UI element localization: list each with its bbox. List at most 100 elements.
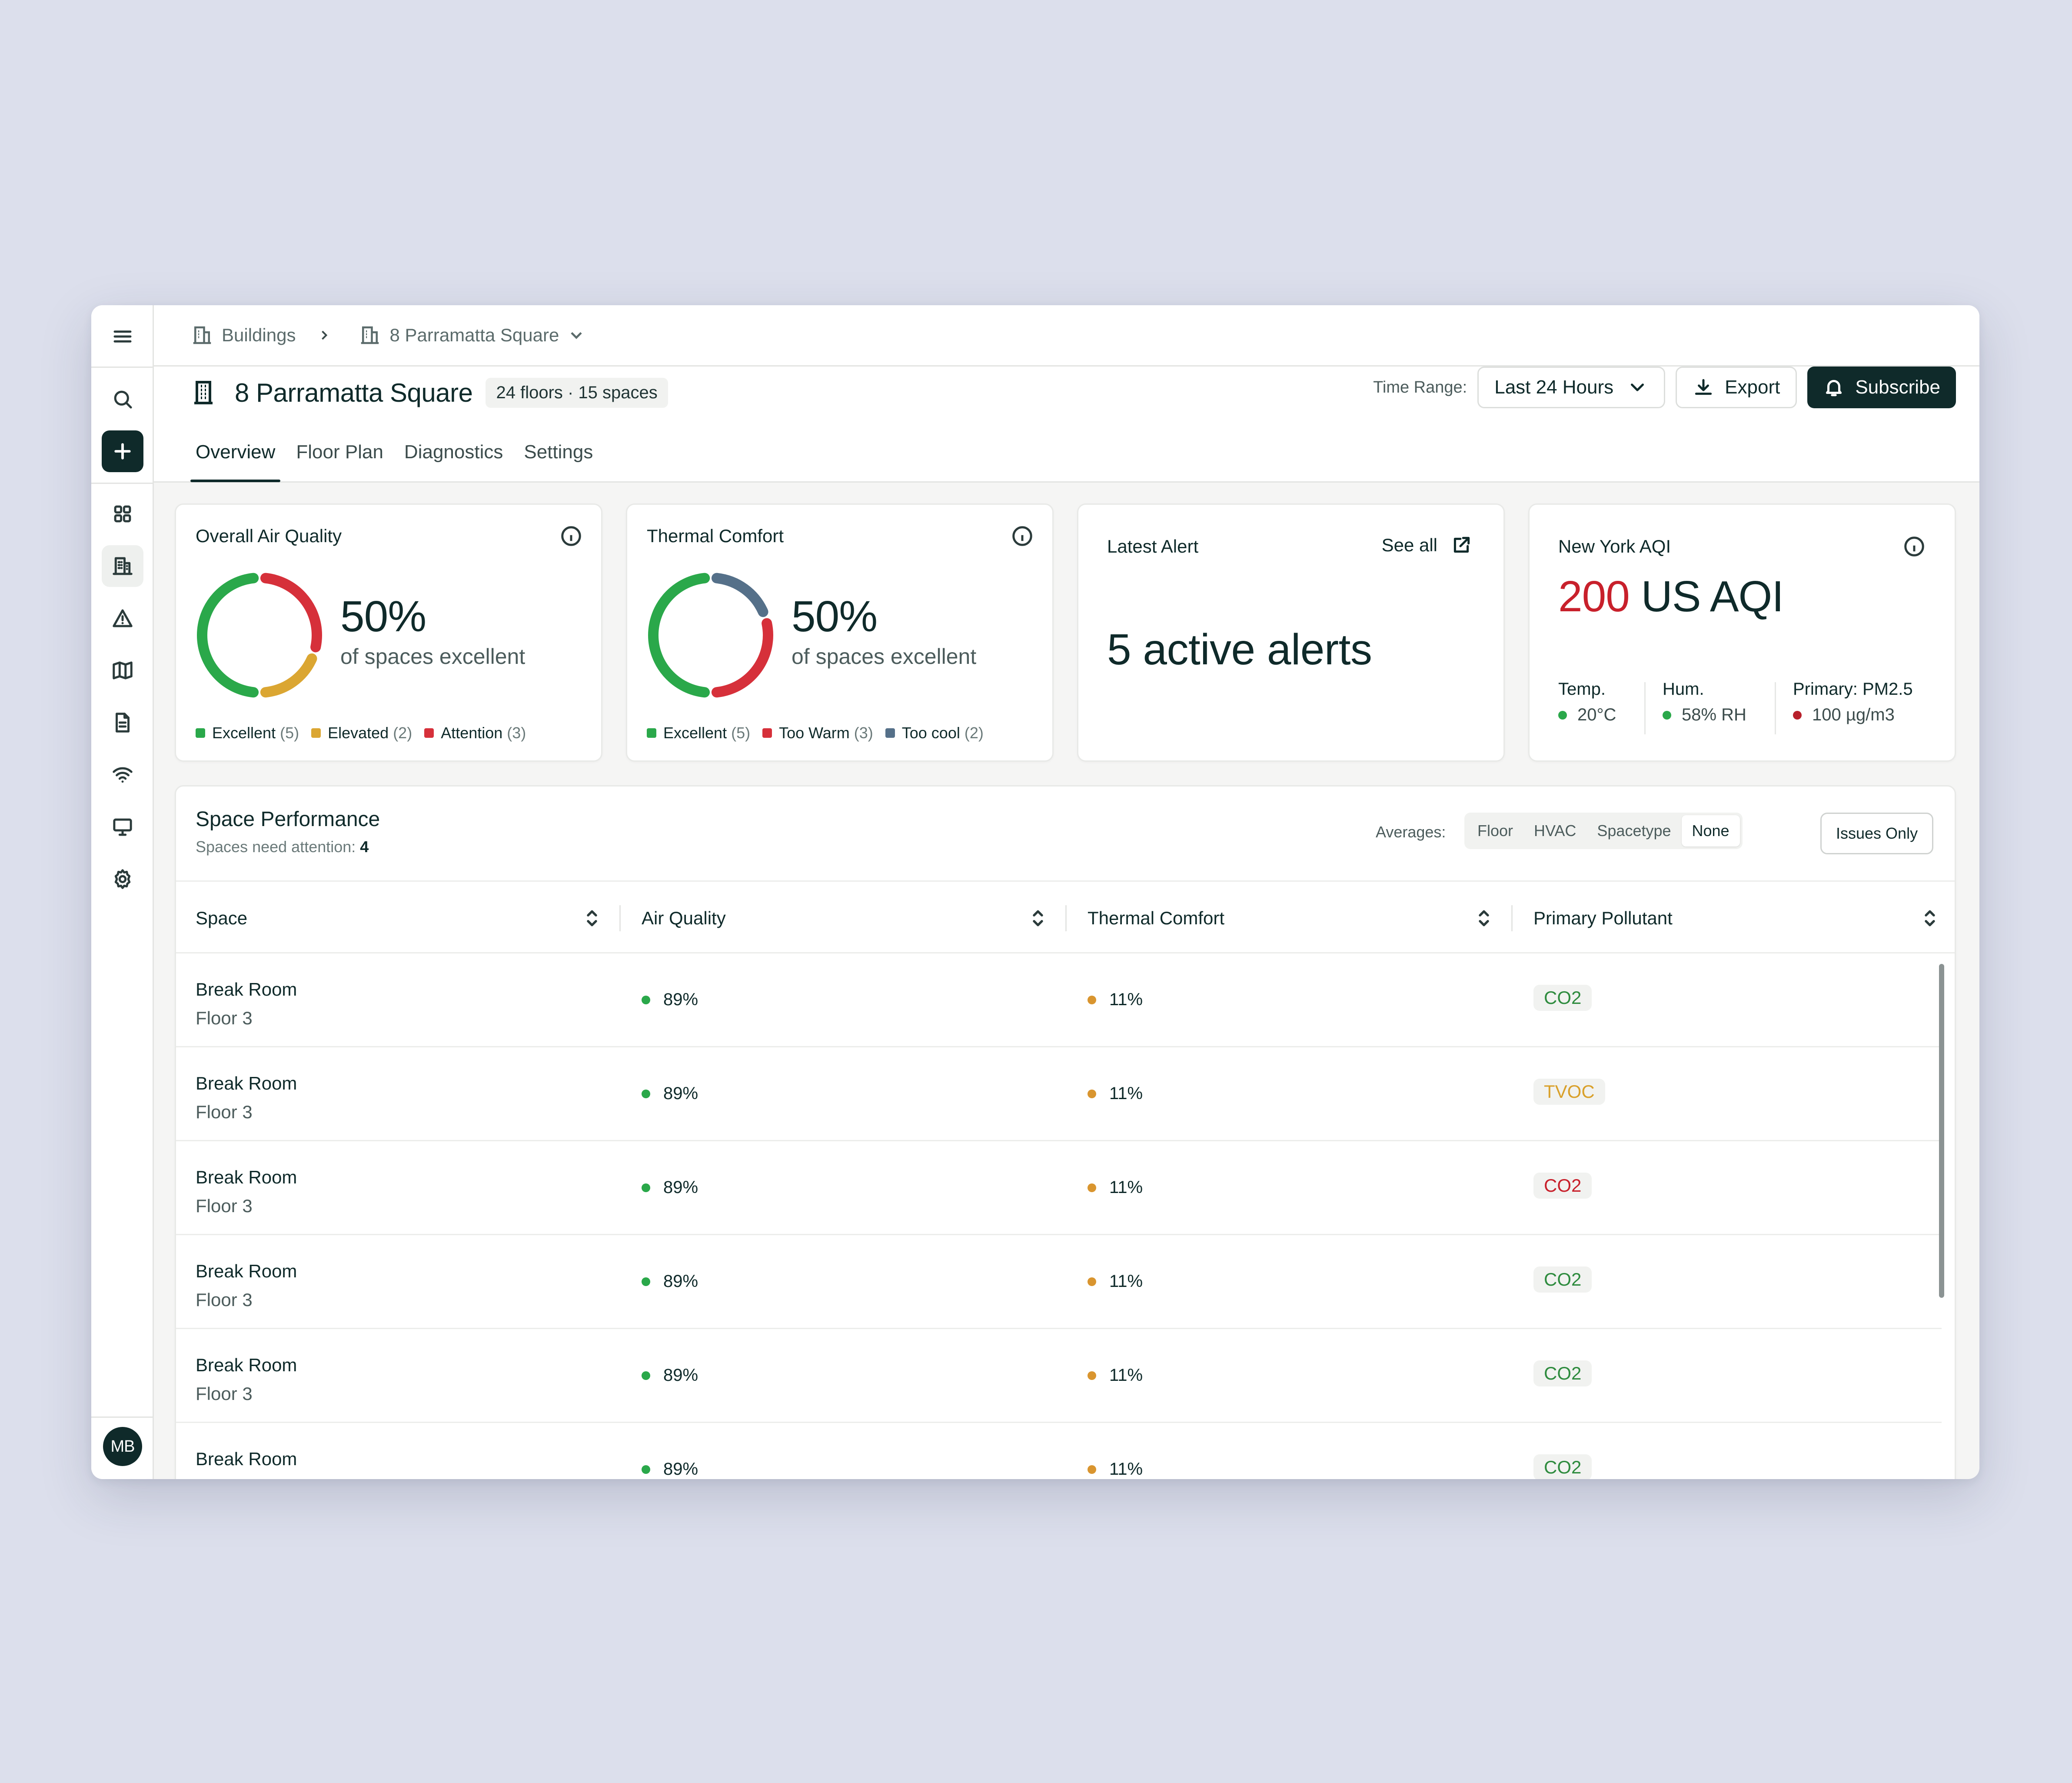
card-title: Overall Air Quality bbox=[196, 526, 342, 546]
legend-label: Attention bbox=[441, 724, 503, 742]
breadcrumb-buildings[interactable]: Buildings bbox=[222, 325, 296, 345]
air-quality-cell: 89% bbox=[642, 1178, 698, 1197]
legend-item: Excellent (5) bbox=[647, 724, 750, 742]
tab-overview[interactable]: Overview bbox=[185, 441, 286, 482]
column-divider bbox=[619, 905, 621, 931]
status-dot bbox=[1088, 1277, 1096, 1286]
time-range-value: Last 24 Hours bbox=[1494, 377, 1614, 398]
air-quality-cell: 89% bbox=[642, 1460, 698, 1479]
attention-label: Spaces need attention: bbox=[196, 838, 356, 856]
info-icon[interactable] bbox=[1902, 535, 1926, 558]
air-quality-cell: 89% bbox=[642, 1272, 698, 1291]
air-quality-value: 89% bbox=[663, 1084, 698, 1103]
chevron-right-icon bbox=[316, 327, 332, 343]
column-divider bbox=[1511, 905, 1513, 931]
legend-label: Too Warm bbox=[779, 724, 850, 742]
breadcrumb: Buildings 8 Parramatta Square bbox=[190, 323, 586, 347]
top-bar: Buildings 8 Parramatta Square bbox=[154, 305, 1979, 367]
gear-icon[interactable] bbox=[102, 858, 143, 900]
aqi-temp-stat: Temp. 20°C bbox=[1558, 680, 1616, 725]
legend-count: (5) bbox=[280, 724, 299, 742]
space-cell: Break Room Floor 3 bbox=[196, 1445, 297, 1479]
avatar[interactable]: MB bbox=[103, 1427, 142, 1466]
status-dot bbox=[1088, 1089, 1096, 1098]
see-all-link[interactable]: See all bbox=[1382, 534, 1472, 556]
averages-none[interactable]: None bbox=[1681, 815, 1740, 847]
column-header-primary-pollutant[interactable]: Primary Pollutant bbox=[1533, 908, 1673, 928]
space-floor: Floor 3 bbox=[196, 1102, 253, 1122]
air-quality-donut bbox=[197, 573, 322, 698]
space-name: Break Room bbox=[196, 1167, 297, 1187]
stat-value-row: 20°C bbox=[1558, 705, 1616, 725]
table-scrollbar[interactable] bbox=[1939, 964, 1944, 1298]
page-header: 8 Parramatta Square 24 floors · 15 space… bbox=[154, 367, 1979, 483]
breadcrumb-current[interactable]: 8 Parramatta Square bbox=[389, 325, 559, 345]
column-header-space[interactable]: Space bbox=[196, 908, 248, 928]
issues-only-button[interactable]: Issues Only bbox=[1820, 813, 1934, 854]
column-header-thermal-comfort[interactable]: Thermal Comfort bbox=[1088, 908, 1225, 928]
donut-segment bbox=[648, 573, 773, 698]
sort-icon[interactable] bbox=[1026, 906, 1050, 930]
legend-count: (2) bbox=[964, 724, 984, 742]
legend-swatch bbox=[885, 728, 895, 738]
legend-label: Excellent bbox=[663, 724, 727, 742]
thermal-comfort-donut bbox=[648, 573, 773, 698]
legend-swatch bbox=[311, 728, 321, 738]
tab-settings[interactable]: Settings bbox=[524, 441, 593, 463]
air-quality-value: 89% bbox=[663, 1460, 698, 1479]
monitor-icon[interactable] bbox=[102, 806, 143, 848]
time-range-select[interactable]: Last 24 Hours bbox=[1477, 367, 1666, 408]
thermal-comfort-legend: Excellent (5) Too Warm (3) Too cool (2) bbox=[647, 724, 996, 742]
legend-swatch bbox=[196, 728, 205, 738]
sort-icon[interactable] bbox=[1472, 906, 1496, 930]
sort-icon[interactable] bbox=[580, 906, 604, 930]
chevron-down-icon[interactable] bbox=[567, 326, 586, 345]
space-floor: Floor 3 bbox=[196, 1196, 253, 1216]
attention-count: 4 bbox=[360, 838, 369, 856]
space-cell: Break Room Floor 3 bbox=[196, 1257, 297, 1314]
sort-icon[interactable] bbox=[1918, 906, 1942, 930]
tab-diagnostics[interactable]: Diagnostics bbox=[404, 441, 503, 463]
menu-icon[interactable] bbox=[102, 316, 143, 357]
table-row[interactable]: Break Room Floor 3 89% 11% CO2 bbox=[176, 953, 1942, 1047]
search-icon[interactable] bbox=[102, 378, 143, 420]
table-row[interactable]: Break Room Floor 3 89% 11% CO2 bbox=[176, 1423, 1942, 1479]
info-icon[interactable] bbox=[559, 524, 583, 548]
aqi-number: 200 bbox=[1558, 572, 1630, 621]
legend-item: Elevated (2) bbox=[311, 724, 412, 742]
building-icon bbox=[193, 326, 211, 344]
table-row[interactable]: Break Room Floor 3 89% 11% TVOC bbox=[176, 1047, 1942, 1141]
pollutant-badge: TVOC bbox=[1533, 1079, 1605, 1105]
averages-floor[interactable]: Floor bbox=[1477, 822, 1513, 840]
card-title: New York AQI bbox=[1558, 536, 1671, 557]
air-quality-value: 89% bbox=[663, 1272, 698, 1291]
air-quality-cell: 89% bbox=[642, 1084, 698, 1103]
wifi-icon[interactable] bbox=[102, 754, 143, 796]
info-icon[interactable] bbox=[1011, 524, 1034, 548]
status-dot bbox=[1558, 710, 1567, 720]
tab-floor-plan[interactable]: Floor Plan bbox=[296, 441, 383, 463]
table-row[interactable]: Break Room Floor 3 89% 11% CO2 bbox=[176, 1329, 1942, 1423]
building-icon[interactable] bbox=[102, 545, 143, 587]
aqi-value: 200 US AQI bbox=[1558, 572, 1784, 622]
averages-spacetype[interactable]: Spacetype bbox=[1597, 822, 1671, 840]
status-dot bbox=[642, 1183, 650, 1192]
column-header-air-quality[interactable]: Air Quality bbox=[642, 908, 726, 928]
map-icon[interactable] bbox=[102, 650, 143, 691]
space-floor: Floor 3 bbox=[196, 1383, 253, 1404]
plus-icon[interactable] bbox=[102, 430, 143, 472]
thermal-comfort-value: 11% bbox=[1109, 1084, 1143, 1103]
air-quality-value: 89% bbox=[663, 990, 698, 1009]
thermal-comfort-value: 11% bbox=[1109, 1460, 1143, 1479]
legend-swatch bbox=[424, 728, 434, 738]
alert-icon[interactable] bbox=[102, 597, 143, 639]
table-row[interactable]: Break Room Floor 3 89% 11% CO2 bbox=[176, 1141, 1942, 1235]
thermal-comfort-cell: 11% bbox=[1088, 1084, 1143, 1103]
bell-icon bbox=[1826, 380, 1842, 397]
export-button[interactable]: Export bbox=[1676, 367, 1797, 408]
document-icon[interactable] bbox=[102, 702, 143, 743]
dashboard-icon[interactable] bbox=[102, 493, 143, 535]
averages-hvac[interactable]: HVAC bbox=[1534, 822, 1576, 840]
table-row[interactable]: Break Room Floor 3 89% 11% CO2 bbox=[176, 1235, 1942, 1329]
subscribe-button[interactable]: Subscribe bbox=[1807, 367, 1956, 408]
